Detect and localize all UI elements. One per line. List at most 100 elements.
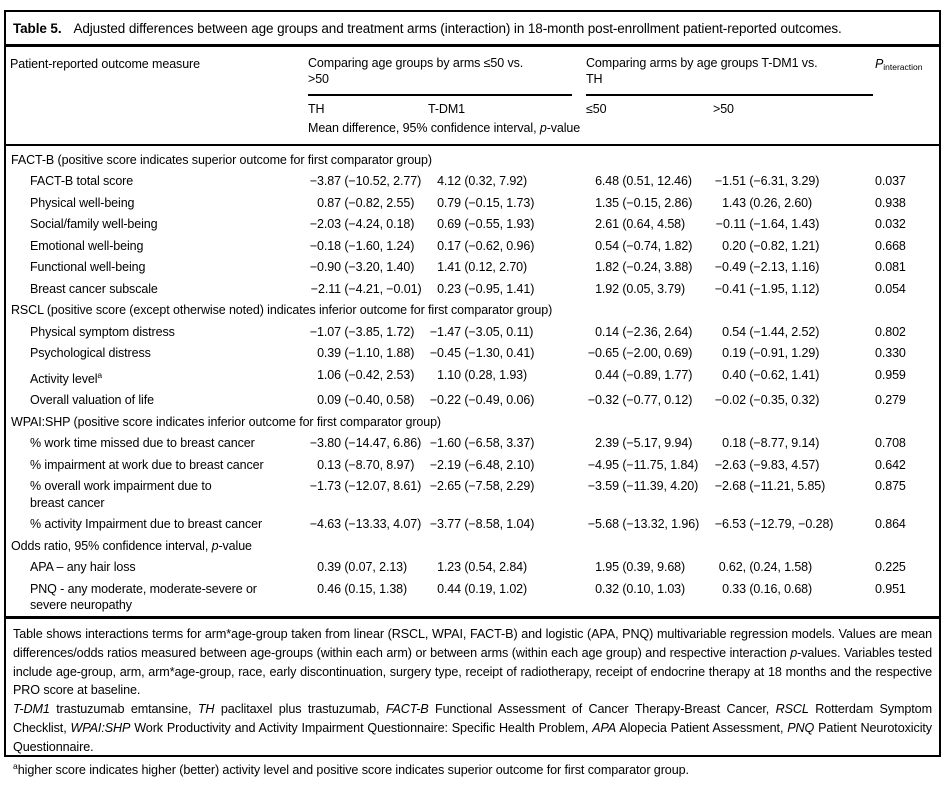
footnote: T-DM1 trastuzumab emtansine, TH paclitax… [13, 702, 932, 754]
value-cell: −0.90 (−3.20, 1.40) [309, 260, 415, 274]
value-cell: 1.23 (0.54, 2.84) [437, 560, 528, 574]
table-row: Physical symptom distress −1.07 (−3.85, 1… [10, 321, 935, 343]
value-cell: −3.77 (−8.58, 1.04) [429, 517, 535, 531]
value-cell: −3.59 (−11.39, 4.20) [587, 479, 699, 493]
table-frame: Table 5. Adjusted differences between age… [4, 10, 941, 777]
value-cell: 1.82 (−0.24, 3.88) [595, 260, 693, 274]
p-value-cell: 0.225 [875, 560, 906, 574]
value-cell: 0.39 (0.07, 2.13) [317, 560, 408, 574]
value-cell: 0.17 (−0.62, 0.96) [437, 238, 535, 253]
value-cell: 0.79 (−0.15, 1.73) [437, 195, 535, 210]
measure-cell: Functional well-being [30, 260, 146, 274]
value-cell: −0.65 (−2.00, 0.69) [587, 346, 693, 360]
column-header-measure: Patient-reported outcome measure [10, 57, 200, 71]
column-header-le50: ≤50 [586, 102, 607, 116]
section-header-row: RSCL (positive score (except otherwise n… [10, 300, 935, 322]
table-row: Functional well-being −0.90 (−3.20, 1.40)… [10, 257, 935, 279]
value-cell: 2.61 (0.64, 4.58) [595, 217, 686, 231]
value-cell: 1.41 (0.12, 2.70) [437, 260, 528, 274]
table-row: Breast cancer subscale −2.11 (−4.21, −0.0… [10, 278, 935, 300]
value-cell: 2.39 (−5.17, 9.94) [595, 436, 693, 450]
value-cell: −1.51 (−6.31, 3.29) [714, 174, 820, 188]
value-cell: 1.95 (0.39, 9.68) [595, 560, 686, 574]
statistic-note: Mean difference, 95% confidence interval… [308, 121, 581, 135]
value-cell: 6.48 (0.51, 12.46) [595, 174, 692, 188]
value-cell: −2.65 (−7.58, 2.29) [429, 479, 535, 493]
measure-cell: PNQ - any moderate, moderate-severe or se… [30, 581, 257, 613]
table-row: Overall valuation of life 0.09 (−0.40, 0.… [10, 390, 935, 412]
value-cell: 0.87 (−0.82, 2.55) [317, 195, 415, 210]
section-header-row: WPAI:SHP (positive score indicates infer… [10, 411, 935, 433]
value-cell: −6.53 (−12.79, −0.28) [714, 517, 834, 531]
p-value-cell: 0.802 [875, 324, 906, 339]
p-value-cell: 0.864 [875, 517, 906, 531]
value-cell: 0.20 (−0.82, 1.21) [722, 238, 820, 253]
value-cell: −4.63 (−13.33, 4.07) [309, 517, 422, 531]
value-cell: −2.19 (−6.48, 2.10) [429, 457, 535, 472]
section-header-row: FACT-B (positive score indicates superio… [10, 149, 935, 171]
column-header-p-interaction: Pinteraction [875, 57, 923, 72]
value-cell: −0.18 (−1.60, 1.24) [309, 238, 415, 253]
section-header-label: RSCL (positive score (except otherwise n… [11, 303, 553, 317]
p-value-cell: 0.330 [875, 346, 906, 360]
table-row: Emotional well-being −0.18 (−1.60, 1.24) 0… [10, 235, 935, 257]
value-cell: 0.23 (−0.95, 1.41) [437, 281, 535, 296]
value-cell: −1.60 (−6.58, 3.37) [429, 436, 535, 450]
value-cell: 0.54 (−1.44, 2.52) [722, 324, 820, 339]
value-cell: 0.09 (−0.40, 0.58) [317, 393, 415, 407]
measure-cell: Physical symptom distress [30, 324, 175, 339]
value-cell: 0.54 (−0.74, 1.82) [595, 238, 693, 253]
value-cell: −2.03 (−4.24, 0.18) [309, 217, 415, 231]
section-header-label: FACT-B (positive score indicates superio… [11, 152, 432, 167]
table-row: Physical well-being 0.87 (−0.82, 2.55) 0.7… [10, 192, 935, 214]
section-header-label: Odds ratio, 95% confidence interval, p-v… [11, 538, 252, 553]
table-row: Activity levela 1.06 (−0.42, 2.53) 1.10 (0… [10, 364, 935, 390]
value-cell: 0.13 (−8.70, 8.97) [317, 457, 415, 472]
measure-cell: Activity levela [30, 369, 103, 386]
value-cell: 0.44 (0.19, 1.02) [437, 581, 528, 596]
value-cell: −0.32 (−0.77, 0.12) [587, 393, 693, 407]
measure-cell: Physical well-being [30, 195, 135, 210]
value-cell: −0.45 (−1.30, 0.41) [429, 346, 535, 360]
value-cell: 0.69 (−0.55, 1.93) [437, 217, 535, 231]
value-cell: −0.49 (−2.13, 1.16) [714, 260, 820, 274]
p-value-cell: 0.642 [875, 457, 906, 472]
p-value-cell: 0.959 [875, 367, 906, 382]
value-cell: 1.35 (−0.15, 2.86) [595, 195, 693, 210]
value-cell: 0.40 (−0.62, 1.41) [722, 367, 820, 382]
column-header-gt50: >50 [713, 102, 734, 116]
section-header-label: WPAI:SHP (positive score indicates infer… [11, 414, 441, 429]
value-cell: −1.07 (−3.85, 1.72) [309, 324, 415, 339]
measure-cell: Social/family well-being [30, 217, 158, 231]
value-cell: 0.19 (−0.91, 1.29) [722, 346, 820, 360]
value-cell: −2.63 (−9.83, 4.57) [714, 457, 820, 472]
value-cell: −0.41 (−1.95, 1.12) [714, 281, 820, 296]
table-row: % overall work impairment due to breast c… [10, 476, 935, 514]
section-header-row: Odds ratio, 95% confidence interval, p-v… [10, 535, 935, 557]
table-caption: Adjusted differences between age groups … [73, 21, 842, 36]
p-value-cell: 0.279 [875, 393, 906, 407]
measure-cell: Overall valuation of life [30, 393, 154, 407]
p-value-cell: 0.668 [875, 238, 906, 253]
measure-cell: Emotional well-being [30, 238, 144, 253]
table-title: Table 5. Adjusted differences between age… [6, 12, 939, 47]
value-cell: 0.18 (−8.77, 9.14) [722, 436, 820, 450]
value-cell: 0.33 (0.16, 0.68) [722, 581, 813, 596]
p-value-cell: 0.951 [875, 581, 906, 596]
table-footnotes: Table shows interactions terms for arm*a… [6, 616, 939, 785]
value-cell: −3.87 (−10.52, 2.77) [309, 174, 422, 188]
value-cell: −3.80 (−14.47, 6.86) [309, 436, 422, 450]
p-value-cell: 0.054 [875, 281, 906, 296]
value-cell: 1.10 (0.28, 1.93) [437, 367, 528, 382]
p-value-cell: 0.875 [875, 479, 906, 493]
value-cell: −0.11 (−1.64, 1.43) [715, 217, 820, 231]
footnote: Table shows interactions terms for arm*a… [13, 627, 932, 698]
table-row: FACT-B total score −3.87 (−10.52, 2.77) 4.… [10, 171, 935, 193]
measure-cell: FACT-B total score [30, 174, 134, 188]
value-cell: 1.43 (0.26, 2.60) [722, 195, 813, 210]
value-cell: −1.47 (−3.05, 0.11) [429, 324, 534, 339]
table-row: PNQ - any moderate, moderate-severe or se… [10, 578, 935, 616]
measure-cell: % work time missed due to breast cancer [30, 436, 255, 450]
p-value-cell: 0.037 [875, 174, 906, 188]
value-cell: 0.62, (0.24, 1.58) [718, 560, 813, 574]
